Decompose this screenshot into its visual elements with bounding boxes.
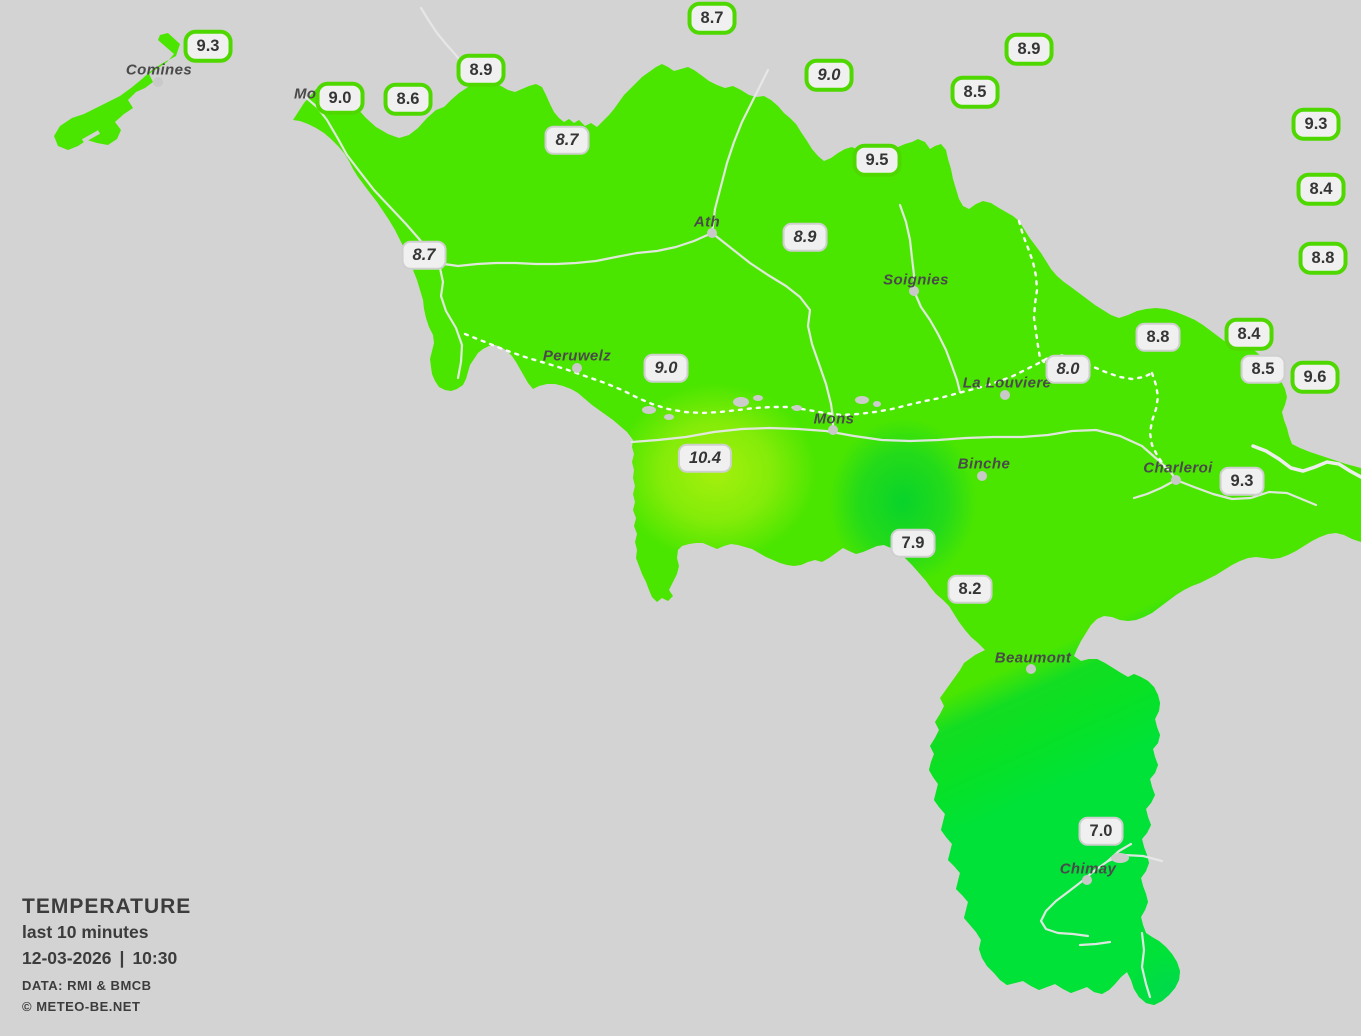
temp-badge-7.9: 7.9	[890, 528, 936, 558]
city-dot-beaumont	[1026, 664, 1036, 674]
temp-badge-8.7: 8.7	[544, 125, 590, 155]
exclave-road-gap	[82, 130, 100, 143]
road-ath-north	[710, 68, 770, 235]
temp-badge-8.0: 8.0	[1045, 354, 1091, 384]
temp-badge-9.0: 9.0	[643, 353, 689, 383]
temp-badge-8.9: 8.9	[456, 53, 506, 87]
road-charleroi-west	[1132, 478, 1178, 500]
city-dot-comines	[153, 77, 163, 87]
temp-badge-8.8: 8.8	[1135, 322, 1181, 352]
temp-badge-8.4: 8.4	[1296, 172, 1346, 206]
temp-badge-8.5: 8.5	[1240, 354, 1286, 384]
city-label-la-louviere: La Louviere	[962, 374, 1052, 392]
temp-badge-9.3: 9.3	[1219, 466, 1265, 496]
temp-badge-9.5: 9.5	[852, 143, 902, 177]
city-label-ath: Ath	[693, 213, 721, 231]
temp-badge-8.4: 8.4	[1224, 317, 1274, 351]
temp-badge-9.3: 9.3	[183, 29, 233, 63]
temp-badge-9.0: 9.0	[315, 81, 365, 115]
dashed-borders	[463, 219, 1171, 474]
city-dot-la-louviere	[1000, 390, 1010, 400]
temp-badge-8.7: 8.7	[401, 240, 447, 270]
legend-subtitle: last 10 minutes	[22, 922, 149, 942]
temp-badge-9.3: 9.3	[1291, 107, 1341, 141]
city-dots	[153, 77, 1181, 885]
urban-patches	[642, 395, 1129, 863]
temp-badge-8.2: 8.2	[947, 574, 993, 604]
province-exclave-comines	[54, 33, 180, 150]
city-label-beaumont: Beaumont	[994, 649, 1072, 667]
road-south-short	[1078, 940, 1112, 947]
city-label-comines: Comines	[125, 61, 193, 79]
legend-datetime: 12-03-2026 | 10:30	[22, 945, 191, 971]
dashed-border-south	[463, 332, 1154, 417]
temp-badge-8.7: 8.7	[687, 1, 737, 35]
city-dot-soignies	[909, 286, 919, 296]
river-sambre	[1251, 444, 1361, 479]
temp-badge-8.8: 8.8	[1298, 241, 1348, 275]
city-label-mons: Mons	[813, 410, 855, 428]
city-dot-chimay	[1082, 875, 1092, 885]
legend-copyright: © METEO-BE.NET	[22, 999, 141, 1014]
legend-title: TEMPERATURE	[22, 895, 192, 918]
city-dot-binche	[977, 471, 987, 481]
road-charleroi-east	[1174, 478, 1318, 507]
temp-badge-8.5: 8.5	[950, 75, 1000, 109]
city-dot-ath	[707, 228, 717, 238]
legend-source: DATA: RMI & BMCB	[22, 978, 152, 993]
city-dot-peruwelz	[572, 363, 582, 373]
city-label-soignies: Soignies	[883, 271, 949, 289]
road-ath-mons	[710, 231, 835, 432]
legend-date: 12-03-2026	[22, 948, 112, 968]
temp-badge-10.4: 10.4	[677, 443, 733, 473]
temp-badge-8.9: 8.9	[1004, 32, 1054, 66]
road-north-short	[419, 6, 464, 65]
temp-badge-8.6: 8.6	[383, 82, 433, 116]
road-south-tip	[1140, 931, 1152, 999]
legend-time: 10:30	[132, 948, 178, 968]
dashed-border-charleroi	[1148, 371, 1171, 474]
road-ath-west	[442, 231, 714, 268]
road-soignies	[898, 203, 962, 394]
temp-badge-9.0: 9.0	[804, 58, 854, 92]
city-label-charleroi: Charleroi	[1143, 459, 1213, 477]
cool-spot-7-9	[829, 418, 977, 586]
city-label-peruwelz: Peruwelz	[542, 347, 612, 365]
road-tournai	[301, 93, 464, 380]
legend: TEMPERATURE last 10 minutes 12-03-2026 | 1…	[22, 894, 191, 1017]
dashed-border-north	[1017, 219, 1046, 364]
legend-separator: |	[119, 948, 125, 968]
city-dot-charleroi	[1171, 475, 1181, 485]
temp-badge-7.0: 7.0	[1078, 816, 1124, 846]
city-label-binche: Binche	[957, 455, 1011, 473]
temp-badge-8.9: 8.9	[782, 222, 828, 252]
road-mons-charleroi	[630, 426, 1178, 482]
city-label-chimay: Chimay	[1059, 860, 1117, 878]
temp-badge-9.6: 9.6	[1290, 360, 1340, 394]
city-dot-mons	[828, 425, 838, 435]
